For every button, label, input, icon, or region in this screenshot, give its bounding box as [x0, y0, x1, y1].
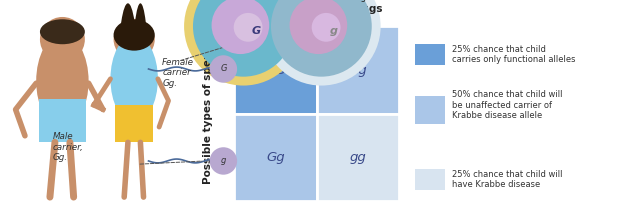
Ellipse shape	[110, 35, 158, 122]
Ellipse shape	[114, 19, 155, 60]
Ellipse shape	[36, 34, 89, 128]
Bar	[415, 96, 445, 124]
Ellipse shape	[271, 0, 372, 77]
Text: 25% chance that child will
have Krabbe disease: 25% chance that child will have Krabbe d…	[452, 170, 563, 189]
Text: Possible types of eggs: Possible types of eggs	[250, 4, 383, 14]
Text: Gg: Gg	[349, 64, 368, 77]
Ellipse shape	[210, 147, 237, 175]
Ellipse shape	[119, 3, 137, 128]
Text: G: G	[220, 64, 227, 74]
Text: Possible types of sperm: Possible types of sperm	[203, 43, 213, 184]
Ellipse shape	[114, 19, 155, 51]
Ellipse shape	[262, 0, 381, 86]
Bar	[234, 26, 317, 114]
Text: G: G	[251, 26, 260, 36]
Bar	[317, 26, 399, 114]
Ellipse shape	[40, 17, 85, 62]
Text: g: g	[221, 156, 226, 166]
Ellipse shape	[40, 19, 85, 44]
Ellipse shape	[210, 55, 237, 83]
Text: Dominant,
functioning allele: Dominant, functioning allele	[206, 0, 281, 2]
Text: Male
carrier,
Gg.: Male carrier, Gg.	[53, 132, 84, 162]
Bar	[115, 105, 153, 142]
Ellipse shape	[290, 0, 347, 54]
Text: g: g	[330, 26, 338, 36]
Ellipse shape	[133, 3, 148, 128]
Bar	[39, 99, 86, 142]
Ellipse shape	[193, 0, 294, 77]
Ellipse shape	[233, 13, 263, 42]
Bar	[234, 114, 317, 201]
Bar	[415, 169, 445, 190]
Text: 25% chance that child
carries only functional alleles: 25% chance that child carries only funct…	[452, 45, 576, 64]
Text: 50% chance that child will
be unaffected carrier of
Krabbe disease allele: 50% chance that child will be unaffected…	[452, 90, 563, 120]
Text: gg: gg	[349, 151, 366, 164]
Ellipse shape	[184, 0, 303, 86]
Text: Female
carrier
Gg.: Female carrier Gg.	[162, 58, 194, 88]
Text: GG: GG	[265, 64, 286, 77]
Bar	[415, 44, 445, 65]
Ellipse shape	[212, 0, 269, 54]
Text: Recessive,
nonfunctioning allele: Recessive, nonfunctioning allele	[301, 0, 392, 2]
Bar	[317, 114, 399, 201]
Text: Gg: Gg	[266, 151, 285, 164]
Ellipse shape	[312, 13, 341, 42]
